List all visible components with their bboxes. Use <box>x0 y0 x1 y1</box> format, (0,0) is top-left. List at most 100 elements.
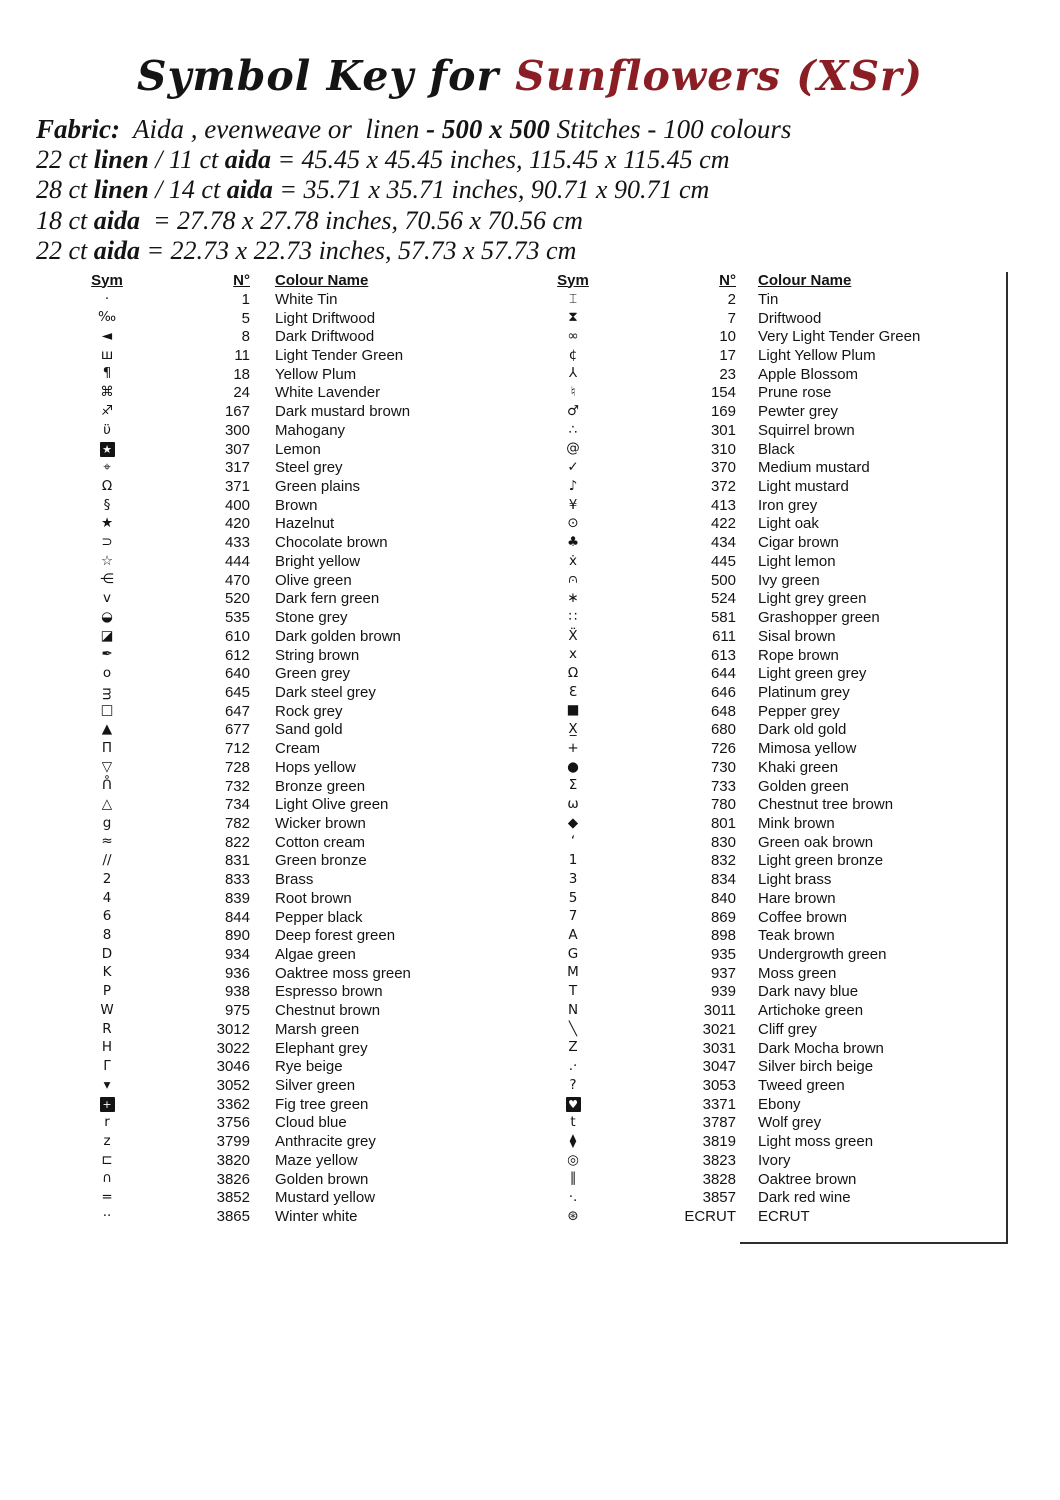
table-row: Ẍ 611 Sisal brown <box>540 627 1002 646</box>
symbol-cell: t <box>570 1114 576 1131</box>
fabric-text-segment: 28 ct <box>36 175 94 205</box>
fabric-text-segment: aida <box>93 236 140 266</box>
colour-name-cell: Wicker brown <box>275 814 366 832</box>
table-row: 4 839 Root brown <box>62 889 512 908</box>
colour-name-cell: Chestnut brown <box>275 1002 381 1020</box>
number-cell: 10 <box>719 328 736 346</box>
table-row: ? 3053 Tweed green <box>540 1076 1002 1095</box>
colour-name-cell: Sisal brown <box>758 627 836 645</box>
symbol-cell: A <box>568 927 578 944</box>
symbol-cell: ◎ <box>567 1151 579 1168</box>
number-cell: 520 <box>224 590 250 608</box>
colour-name-cell: Pepper black <box>275 908 363 926</box>
table-row: ᑍ 732 Bronze green <box>62 777 512 796</box>
colour-name-cell: Artichoke green <box>758 1002 864 1020</box>
number-cell: 3865 <box>216 1208 250 1226</box>
colour-name-cell: Bronze green <box>275 777 366 795</box>
number-cell: 782 <box>224 814 250 832</box>
table-row: ∕∕ 831 Green bronze <box>62 852 512 871</box>
colour-name-cell: Dark navy blue <box>758 983 859 1001</box>
number-cell: 869 <box>710 908 736 926</box>
table-row: G 935 Undergrowth green <box>540 945 1002 964</box>
colour-name-cell: Light brass <box>758 871 832 889</box>
table-row: g 782 Wicker brown <box>62 814 512 833</box>
fabric-text-segment: Stitches - 100 colours <box>549 114 792 144</box>
symbol-key-table-right: Sym N° Colour Name ⌶ 2 Tin ⧗ 7 Driftwood ∞ 10 Ve… <box>540 270 1002 1226</box>
colour-name-cell: Oaktree moss green <box>275 964 411 982</box>
table-row: § 400 Brown <box>62 496 512 515</box>
fabric-text-segment: aida <box>226 175 273 205</box>
table-row: ♂ 169 Pewter grey <box>540 402 1002 421</box>
table-row: ⊃ 433 Chocolate brown <box>62 533 512 552</box>
table-row: t 3787 Wolf grey <box>540 1114 1002 1133</box>
number-cell: 3819 <box>702 1133 736 1151</box>
colour-name-cell: Light Driftwood <box>275 309 376 327</box>
colour-name-cell: Hazelnut <box>275 515 335 533</box>
colour-name-cell: Marsh green <box>275 1020 360 1038</box>
colour-name-cell: Green oak brown <box>758 833 874 851</box>
table-row: P 938 Espresso brown <box>62 983 512 1002</box>
symbol-cell: ✒ <box>101 646 113 663</box>
symbol-cell: ·· <box>102 1207 112 1224</box>
colour-name-cell: Dark fern green <box>275 590 380 608</box>
symbol-cell: ▲ <box>101 721 113 738</box>
number-cell: 647 <box>224 702 250 720</box>
number-cell: 677 <box>224 721 250 739</box>
fabric-text-segment: = 27.78 x 27.78 inches, 70.56 x 70.56 cm <box>140 205 583 235</box>
colour-name-cell: Grashopper green <box>758 609 880 627</box>
fabric-text-segment: Aida , evenweave or linen <box>120 114 427 144</box>
table-row: 1 832 Light green bronze <box>540 852 1002 871</box>
symbol-cell: ∞ <box>567 328 579 345</box>
symbol-cell: ш <box>100 346 114 363</box>
number-cell: 840 <box>710 889 736 907</box>
table-row: ♮ 154 Prune rose <box>540 384 1002 403</box>
table-row: ω 780 Chestnut tree brown <box>540 795 1002 814</box>
number-cell: 898 <box>710 927 736 945</box>
table-row: +726 Mimosa yellow <box>540 739 1002 758</box>
symbol-cell: + <box>567 739 579 756</box>
colour-name-cell: Rye beige <box>275 1058 343 1076</box>
number-cell: 24 <box>233 384 250 402</box>
table-row: Σ 733 Golden green <box>540 777 1002 796</box>
colour-name-cell: Mustard yellow <box>275 1189 376 1207</box>
symbol-cell: 5 <box>568 889 578 906</box>
table-row: ◆ 801 Mink brown <box>540 814 1002 833</box>
colour-name-cell: Tin <box>758 290 779 308</box>
number-cell: 167 <box>224 403 250 421</box>
symbol-cell: H <box>101 1039 113 1056</box>
colour-name-cell: Pepper grey <box>758 702 840 720</box>
colour-name-cell: Green bronze <box>275 852 367 870</box>
colour-name-cell: Cotton cream <box>275 833 366 851</box>
symbol-cell: ≈ <box>101 833 113 850</box>
colour-name-cell: Oaktree brown <box>758 1170 857 1188</box>
colour-name-cell: Light mustard <box>758 478 849 496</box>
fabric-text-segment: linen <box>93 144 149 174</box>
colour-name-cell: Mink brown <box>758 814 835 832</box>
table-row: ⧗ 7 Driftwood <box>540 309 1002 328</box>
table-row: ⌖ 317 Steel grey <box>62 458 512 477</box>
table-row: N 3011 Artichoke green <box>540 1001 1002 1020</box>
colour-name-cell: Silver green <box>275 1077 356 1095</box>
colour-name-cell: Dark old gold <box>758 721 847 739</box>
table-row: ▽ 728 Hops yellow <box>62 758 512 777</box>
symbol-cell: ? <box>569 1076 577 1093</box>
number-cell: 317 <box>224 459 250 477</box>
colour-name-cell: Green plains <box>275 478 361 496</box>
fabric-text-segment: = 22.73 x 22.73 inches, 57.73 x 57.73 cm <box>140 236 577 266</box>
symbol-cell: ⧗ <box>568 309 578 326</box>
symbol-cell: P <box>102 983 112 1000</box>
colour-name-cell: Light Tender Green <box>275 347 404 365</box>
table-row: W 975 Chestnut brown <box>62 1001 512 1020</box>
table-row: ⧫ 3819 Light moss green <box>540 1132 1002 1151</box>
table-body: · 1 White Tin ‰ 5 Light Driftwood ◄ 8 Dark Drift… <box>62 290 512 1226</box>
number-cell: 3362 <box>216 1095 250 1113</box>
table-row: · 1 White Tin <box>62 290 512 309</box>
symbol-cell: ᴠ <box>103 590 111 607</box>
symbol-cell: Ω <box>567 664 579 681</box>
table-row: ✓ 370 Medium mustard <box>540 458 1002 477</box>
symbol-cell: ⊙ <box>567 515 579 532</box>
number-cell: 1 <box>241 290 250 308</box>
number-cell: 832 <box>710 852 736 870</box>
colour-name-cell: String brown <box>275 646 360 664</box>
symbol-cell: ▽ <box>101 758 113 775</box>
